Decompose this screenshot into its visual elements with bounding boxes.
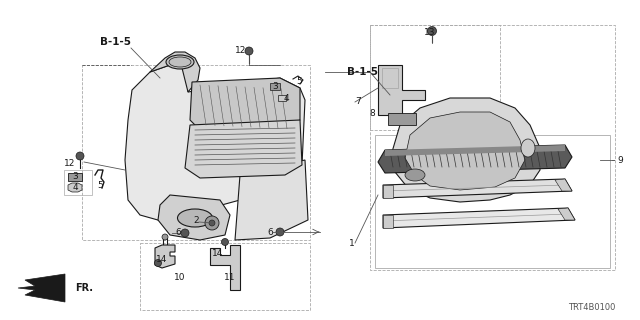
Polygon shape bbox=[158, 195, 230, 240]
FancyBboxPatch shape bbox=[270, 83, 280, 90]
Text: 3: 3 bbox=[272, 82, 278, 91]
Text: 10: 10 bbox=[174, 274, 186, 283]
Text: 3: 3 bbox=[72, 172, 78, 180]
Ellipse shape bbox=[166, 55, 194, 69]
Text: 14: 14 bbox=[212, 249, 224, 258]
Circle shape bbox=[76, 152, 84, 160]
Polygon shape bbox=[235, 160, 308, 240]
Text: 13: 13 bbox=[424, 28, 436, 36]
Polygon shape bbox=[185, 120, 302, 178]
Polygon shape bbox=[558, 208, 575, 220]
Text: 4: 4 bbox=[72, 182, 78, 191]
Ellipse shape bbox=[521, 139, 535, 157]
Text: B-1-5: B-1-5 bbox=[99, 37, 131, 47]
Polygon shape bbox=[385, 145, 565, 156]
Polygon shape bbox=[210, 245, 240, 290]
Circle shape bbox=[428, 27, 436, 36]
Text: 12: 12 bbox=[64, 158, 76, 167]
Polygon shape bbox=[18, 274, 65, 302]
Text: 12: 12 bbox=[236, 45, 246, 54]
Text: 8: 8 bbox=[369, 108, 375, 117]
Text: FR.: FR. bbox=[75, 283, 93, 293]
Polygon shape bbox=[405, 112, 525, 190]
Text: B-1-5: B-1-5 bbox=[346, 67, 378, 77]
FancyBboxPatch shape bbox=[68, 173, 82, 181]
FancyBboxPatch shape bbox=[278, 95, 286, 101]
Circle shape bbox=[276, 228, 284, 236]
Circle shape bbox=[245, 47, 253, 55]
Circle shape bbox=[181, 229, 189, 237]
Text: 9: 9 bbox=[617, 156, 623, 164]
Polygon shape bbox=[392, 98, 540, 202]
Ellipse shape bbox=[177, 209, 212, 227]
Text: TRT4B0100: TRT4B0100 bbox=[568, 303, 615, 312]
Polygon shape bbox=[150, 52, 200, 92]
Text: 1: 1 bbox=[349, 238, 355, 247]
Text: 5: 5 bbox=[97, 180, 103, 189]
Polygon shape bbox=[383, 208, 575, 228]
Ellipse shape bbox=[405, 169, 425, 181]
Polygon shape bbox=[125, 65, 305, 222]
Circle shape bbox=[209, 220, 215, 226]
Text: 6: 6 bbox=[267, 228, 273, 236]
Polygon shape bbox=[155, 245, 175, 268]
Polygon shape bbox=[383, 185, 393, 198]
Polygon shape bbox=[383, 215, 393, 228]
Text: 5: 5 bbox=[296, 76, 302, 85]
Polygon shape bbox=[68, 183, 82, 192]
Polygon shape bbox=[555, 179, 572, 191]
Text: 2: 2 bbox=[193, 215, 199, 225]
Text: 7: 7 bbox=[355, 97, 361, 106]
FancyBboxPatch shape bbox=[388, 113, 416, 125]
Circle shape bbox=[162, 234, 168, 240]
Polygon shape bbox=[378, 65, 425, 115]
Circle shape bbox=[205, 216, 219, 230]
Circle shape bbox=[154, 260, 161, 267]
Polygon shape bbox=[378, 145, 572, 173]
Text: 4: 4 bbox=[283, 93, 289, 102]
Circle shape bbox=[221, 238, 228, 245]
Text: 11: 11 bbox=[224, 274, 236, 283]
Polygon shape bbox=[383, 179, 572, 198]
Text: 14: 14 bbox=[156, 255, 168, 265]
Text: 6: 6 bbox=[175, 228, 181, 236]
Polygon shape bbox=[190, 78, 300, 130]
